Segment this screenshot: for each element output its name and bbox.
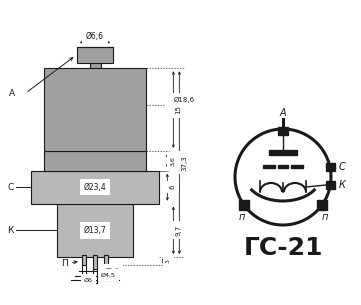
Text: А: А xyxy=(280,108,286,118)
Bar xyxy=(104,255,108,265)
Text: 9,7: 9,7 xyxy=(175,225,181,236)
Bar xyxy=(263,164,275,168)
Text: С: С xyxy=(339,162,346,172)
Text: Ø4,5: Ø4,5 xyxy=(101,272,116,278)
Bar xyxy=(44,151,146,171)
Text: п: п xyxy=(321,212,327,221)
Text: 37,3: 37,3 xyxy=(181,155,187,170)
Bar xyxy=(239,199,249,210)
Bar xyxy=(57,204,133,257)
Text: Ø6,6: Ø6,6 xyxy=(86,32,104,41)
Bar xyxy=(291,164,303,168)
Text: ГС-21: ГС-21 xyxy=(243,236,323,260)
Text: П: П xyxy=(61,259,68,267)
Text: Ø1,6: Ø1,6 xyxy=(105,267,120,272)
Text: 3,6: 3,6 xyxy=(170,156,175,166)
Bar xyxy=(269,150,297,155)
Bar xyxy=(326,181,335,189)
Text: 15: 15 xyxy=(175,105,181,114)
Text: А: А xyxy=(9,88,15,98)
Bar xyxy=(44,68,146,151)
Bar xyxy=(77,47,113,63)
Text: Ø6: Ø6 xyxy=(84,278,93,282)
Bar xyxy=(31,171,159,204)
Bar xyxy=(93,255,97,269)
Text: К: К xyxy=(7,226,14,235)
Text: 6: 6 xyxy=(169,185,175,189)
Text: Ø13,7: Ø13,7 xyxy=(84,226,106,235)
Bar xyxy=(317,199,327,210)
Bar xyxy=(278,127,288,135)
Text: Ø23,4: Ø23,4 xyxy=(84,183,106,192)
Text: п: п xyxy=(239,212,245,221)
Bar xyxy=(278,164,288,168)
Bar xyxy=(90,63,100,68)
Bar xyxy=(82,255,86,265)
Text: К: К xyxy=(339,180,346,190)
Text: 3: 3 xyxy=(166,259,171,263)
Bar xyxy=(326,163,335,171)
Text: С: С xyxy=(7,183,14,192)
Text: Ø18,6: Ø18,6 xyxy=(173,96,195,102)
